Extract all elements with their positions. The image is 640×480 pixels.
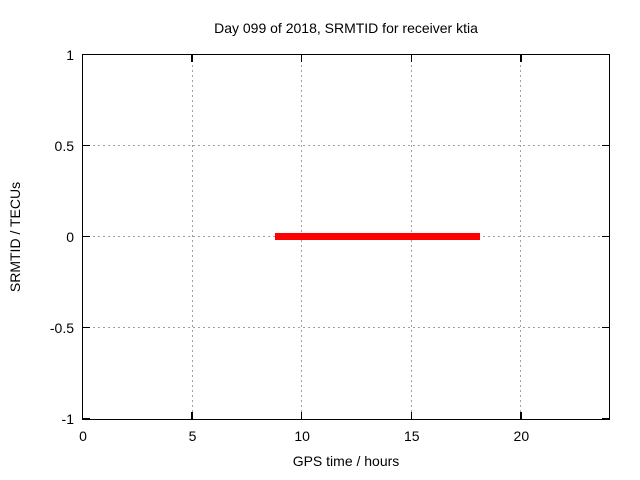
tick-mark [601,53,609,56]
x-tick-label: 15 [403,428,420,444]
tick-mark [410,411,412,419]
x-tick-label: 0 [79,428,87,444]
horizontal-gridline [82,145,609,146]
y-tick-label: 1 [66,47,74,63]
plot-area [81,53,610,420]
x-tick-label: 5 [188,428,197,444]
tick-mark [82,144,90,147]
tick-mark [82,53,90,56]
tick-mark [81,411,84,419]
tick-mark [410,54,412,62]
x-tick-label: 20 [513,428,530,444]
tick-mark [82,417,90,420]
horizontal-gridline [82,327,609,328]
tick-marks-layer [81,53,609,420]
tick-mark [81,54,84,62]
tick-mark [601,235,609,238]
series-line-srmtid [275,233,481,240]
chart-title: Day 099 of 2018, SRMTID for receiver kti… [214,20,478,36]
tick-mark [300,54,303,62]
y-tick-label: 0 [66,229,74,245]
tick-mark [191,411,193,419]
y-tick-label: 0.5 [54,138,74,154]
tick-mark [300,411,303,419]
y-tick-label: -0.5 [49,320,74,336]
x-axis-label: GPS time / hours [292,453,400,469]
tick-mark [601,144,609,147]
tick-mark [82,326,90,329]
y-tick-label: -1 [61,411,74,427]
tick-mark [82,235,90,238]
tick-mark [601,417,609,420]
tick-mark [601,326,609,329]
series-layer [83,55,609,419]
tick-mark [191,54,193,62]
tick-mark [520,411,522,419]
tick-mark [520,54,522,62]
x-tick-label: 10 [294,428,310,444]
